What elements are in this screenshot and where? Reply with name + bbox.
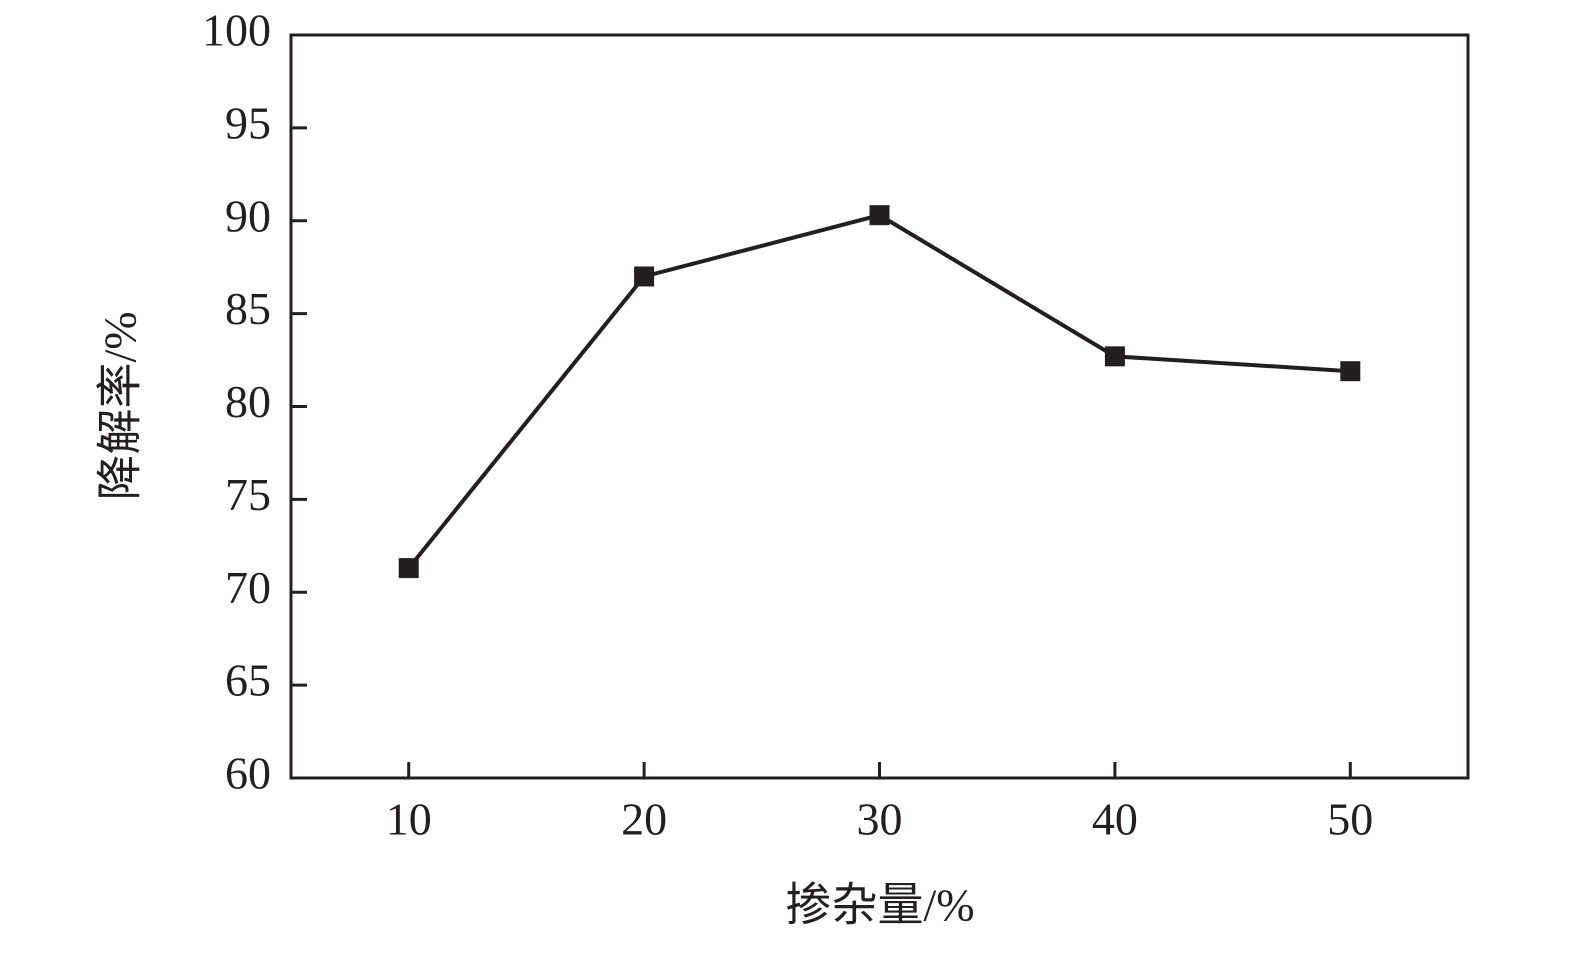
- y-tick-label: 65: [225, 655, 271, 706]
- y-tick-label: 100: [202, 5, 271, 56]
- data-marker: [1340, 361, 1361, 382]
- data-line: [407, 213, 1351, 570]
- data-marker: [1104, 346, 1125, 367]
- x-tick-label: 20: [621, 794, 667, 845]
- data-marker: [869, 205, 890, 226]
- y-axis-label: 降解率/%: [95, 311, 146, 500]
- y-tick-label: 85: [225, 283, 271, 334]
- y-tick-label: 80: [225, 376, 271, 427]
- data-marker: [634, 266, 655, 287]
- x-tick-label: 40: [1092, 794, 1138, 845]
- x-tick-label: 30: [857, 794, 903, 845]
- y-tick-label: 75: [225, 469, 271, 520]
- y-tick-label: 60: [225, 748, 271, 799]
- y-tick-label: 95: [225, 97, 271, 148]
- data-marker: [398, 558, 419, 579]
- x-tick-label: 10: [386, 794, 432, 845]
- plot-frame: [289, 33, 1470, 780]
- y-tick-label: 90: [225, 190, 271, 241]
- x-tick-label: 50: [1327, 794, 1373, 845]
- x-axis-label: 掺杂量/%: [785, 880, 974, 931]
- y-tick-label: 70: [225, 562, 271, 613]
